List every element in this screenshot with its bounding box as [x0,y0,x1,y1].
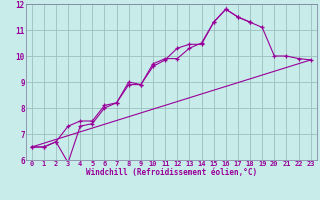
X-axis label: Windchill (Refroidissement éolien,°C): Windchill (Refroidissement éolien,°C) [86,168,257,177]
